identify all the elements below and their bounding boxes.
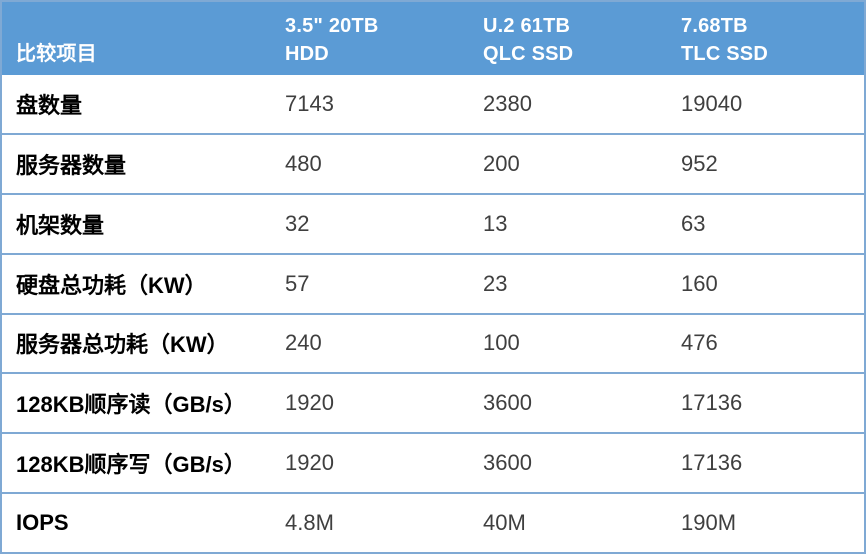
table-row-disk-count: 盘数量 7143 2380 19040 bbox=[2, 75, 864, 133]
row-label: 128KB顺序读（GB/s） bbox=[16, 392, 246, 418]
cell-value: 100 bbox=[483, 330, 520, 356]
table-body: 盘数量 7143 2380 19040 服务器数量 480 200 952 机架… bbox=[2, 75, 864, 552]
row-label: 服务器数量 bbox=[16, 152, 127, 178]
table-row-rack-count: 机架数量 32 13 63 bbox=[2, 192, 864, 253]
cell-value: 1920 bbox=[285, 390, 334, 416]
table-row-server-count: 服务器数量 480 200 952 bbox=[2, 132, 864, 193]
row-label: IOPS bbox=[16, 510, 69, 536]
table-row-seq-write: 128KB顺序写（GB/s） 1920 3600 17136 bbox=[2, 432, 864, 493]
cell-value: 63 bbox=[681, 210, 706, 236]
cell-value: 17136 bbox=[681, 450, 743, 476]
cell-value: 190M bbox=[681, 510, 737, 536]
cell-value: 40M bbox=[483, 510, 526, 536]
cell-value: 3600 bbox=[483, 450, 532, 476]
cell-value: 7143 bbox=[285, 90, 334, 116]
cell-value: 13 bbox=[483, 210, 508, 236]
cell-value: 480 bbox=[285, 150, 322, 176]
cell-value: 17136 bbox=[681, 390, 743, 416]
cell-value: 32 bbox=[285, 210, 310, 236]
cell-value: 19040 bbox=[681, 90, 743, 116]
row-label: 盘数量 bbox=[16, 92, 83, 118]
cell-value: 3600 bbox=[483, 390, 532, 416]
table-row-iops: IOPS 4.8M 40M 190M bbox=[2, 492, 864, 552]
table-row-disk-power: 硬盘总功耗（KW） 57 23 160 bbox=[2, 252, 864, 313]
cell-value: 2380 bbox=[483, 90, 532, 116]
header-qlc-ssd-61tb: U.2 61TB QLC SSD bbox=[483, 15, 574, 65]
header-compare-items: 比较项目 bbox=[16, 43, 97, 65]
cell-value: 57 bbox=[285, 270, 310, 296]
cell-value: 4.8M bbox=[285, 510, 334, 536]
header-tlc-ssd-768tb: 7.68TB TLC SSD bbox=[681, 15, 768, 65]
row-label: 服务器总功耗（KW） bbox=[16, 332, 229, 358]
cell-value: 1920 bbox=[285, 450, 334, 476]
row-label: 机架数量 bbox=[16, 212, 105, 238]
row-label: 128KB顺序写（GB/s） bbox=[16, 452, 246, 478]
table-row-server-power: 服务器总功耗（KW） 240 100 476 bbox=[2, 312, 864, 373]
header-hdd-20tb: 3.5" 20TB HDD bbox=[285, 15, 379, 65]
cell-value: 952 bbox=[681, 150, 718, 176]
cell-value: 476 bbox=[681, 330, 718, 356]
table-header-row: 比较项目 3.5" 20TB HDD U.2 61TB QLC SSD 7.68… bbox=[2, 2, 864, 75]
cell-value: 160 bbox=[681, 270, 718, 296]
cell-value: 240 bbox=[285, 330, 322, 356]
cell-value: 200 bbox=[483, 150, 520, 176]
table-row-seq-read: 128KB顺序读（GB/s） 1920 3600 17136 bbox=[2, 372, 864, 433]
cell-value: 23 bbox=[483, 270, 508, 296]
row-label: 硬盘总功耗（KW） bbox=[16, 272, 207, 298]
